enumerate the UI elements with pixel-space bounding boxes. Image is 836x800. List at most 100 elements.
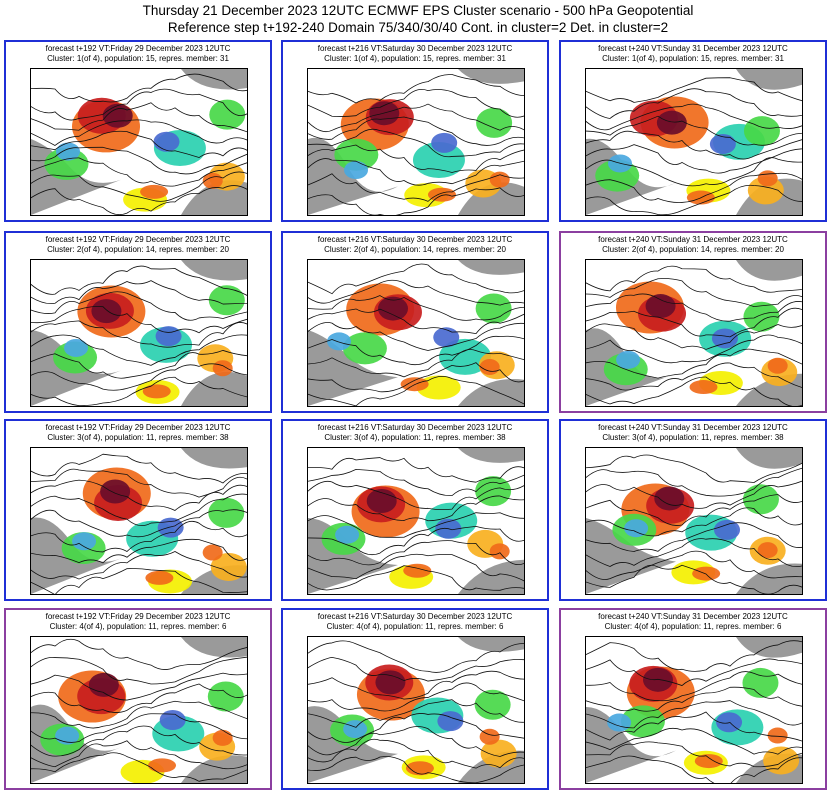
geopotential-contour (31, 130, 247, 158)
anomaly-blob (767, 357, 788, 374)
anomaly-blob (742, 667, 779, 698)
panel-forecast-label: forecast t+192 VT:Friday 29 December 202… (45, 612, 231, 621)
panel-title: forecast t+240 VT:Sunday 31 December 202… (561, 44, 825, 64)
anomaly-blob (757, 170, 778, 187)
panel-cluster-label: Cluster: 4(of 4), population: 11, repres… (326, 622, 504, 631)
geopotential-contour (586, 550, 802, 580)
panel-forecast-label: forecast t+192 VT:Friday 29 December 202… (45, 44, 231, 53)
anomaly-blob (155, 326, 182, 347)
geopotential-contour (308, 173, 524, 202)
cluster-panel: forecast t+192 VT:Friday 29 December 202… (4, 608, 272, 790)
anomaly-blob (157, 517, 184, 538)
geopotential-contour (31, 568, 247, 594)
geopotential-contour (31, 493, 247, 527)
geopotential-contour (308, 480, 524, 511)
geopotential-contour (31, 479, 247, 511)
anomaly-blob (208, 497, 245, 528)
geopotential-contour (31, 157, 247, 187)
geopotential-contour (586, 157, 802, 187)
anomaly-blob (476, 107, 513, 138)
geopotential-contour (31, 320, 247, 348)
anomaly-blob (55, 726, 80, 745)
anomaly-blob (475, 476, 512, 507)
geopotential-contour (586, 376, 802, 406)
anomaly-map (30, 68, 248, 216)
geopotential-contour (31, 520, 247, 553)
cluster-panel: forecast t+240 VT:Sunday 31 December 202… (559, 40, 827, 222)
geopotential-contour (586, 130, 802, 160)
anomaly-blob (202, 544, 223, 561)
panel-forecast-label: forecast t+240 VT:Sunday 31 December 202… (598, 235, 788, 244)
anomaly-blob (159, 710, 186, 731)
cluster-panel-grid: forecast t+192 VT:Friday 29 December 202… (4, 40, 834, 798)
anomaly-blob (480, 739, 517, 768)
geopotential-contour (586, 564, 802, 594)
cluster-panel: forecast t+192 VT:Friday 29 December 202… (4, 40, 272, 222)
anomaly-blob (377, 296, 408, 321)
panel-forecast-label: forecast t+216 VT:Saturday 30 December 2… (317, 612, 513, 621)
panel-title: forecast t+216 VT:Saturday 30 December 2… (283, 423, 547, 443)
page-subtitle: Reference step t+192-240 Domain 75/340/3… (167, 20, 669, 35)
geopotential-contour (31, 509, 247, 538)
geopotential-contour (308, 362, 524, 393)
anomaly-blob (100, 479, 131, 504)
cluster-panel: forecast t+216 VT:Saturday 30 December 2… (281, 419, 549, 601)
anomaly-blob (427, 187, 456, 202)
geopotential-contour (31, 350, 247, 379)
land-mask (31, 637, 247, 783)
geopotential-contour (586, 362, 802, 391)
anomaly-blob (56, 142, 81, 161)
panel-cluster-label: Cluster: 2(of 4), population: 14, repres… (602, 245, 784, 254)
anomaly-map (307, 68, 525, 216)
anomaly-blob (403, 563, 432, 578)
geopotential-contour (31, 102, 247, 133)
geopotential-contour (31, 713, 247, 743)
geopotential-contour (31, 376, 247, 406)
anomaly-blob (743, 301, 780, 332)
land-mask (308, 637, 524, 783)
geopotential-contour (586, 184, 802, 215)
anomaly-blob (642, 667, 673, 692)
land-mask (586, 69, 802, 215)
page-title: Thursday 21 December 2023 12UTC ECMWF EP… (142, 3, 694, 18)
geopotential-contour (586, 741, 802, 768)
geopotential-contour (31, 265, 247, 296)
anomaly-map (307, 636, 525, 784)
geopotential-contour (308, 713, 524, 743)
anomaly-map (30, 259, 248, 407)
anomaly-blob (405, 761, 434, 776)
geopotential-contour (31, 171, 247, 202)
geopotential-contour (308, 144, 524, 173)
panel-cluster-label: Cluster: 1(of 4), population: 15, repres… (324, 54, 506, 63)
anomaly-blob (343, 720, 368, 739)
geopotential-contour (31, 334, 247, 366)
geopotential-contour (308, 308, 524, 335)
geopotential-contour (308, 376, 524, 406)
panel-forecast-label: forecast t+216 VT:Saturday 30 December 2… (317, 235, 513, 244)
geopotential-contour (308, 738, 524, 769)
geopotential-contour (31, 291, 247, 321)
anomaly-blob (335, 525, 360, 544)
anomaly-blob (102, 103, 133, 128)
panel-cluster-label: Cluster: 1(of 4), population: 15, repres… (602, 54, 784, 63)
geopotential-contour (586, 686, 802, 712)
panel-cluster-label: Cluster: 2(of 4), population: 14, repres… (324, 245, 506, 254)
geopotential-contour (31, 725, 247, 757)
panel-forecast-label: forecast t+216 VT:Saturday 30 December 2… (317, 44, 513, 53)
geopotential-contour (31, 656, 247, 685)
geopotential-contour (308, 295, 524, 321)
geopotential-contour (586, 494, 802, 526)
anomaly-blob (742, 484, 779, 515)
geopotential-contour (308, 322, 524, 351)
anomaly-blob (654, 486, 685, 511)
anomaly-blob (209, 99, 246, 130)
anomaly-blob (475, 293, 512, 324)
anomaly-blob (645, 294, 676, 319)
geopotential-contour (586, 755, 802, 783)
anomaly-blob (431, 132, 458, 153)
geopotential-contour (308, 158, 524, 186)
cluster-panel: forecast t+192 VT:Friday 29 December 202… (4, 419, 272, 601)
anomaly-blob (327, 332, 352, 351)
geopotential-contour (586, 711, 802, 742)
geopotential-contour (586, 538, 802, 568)
